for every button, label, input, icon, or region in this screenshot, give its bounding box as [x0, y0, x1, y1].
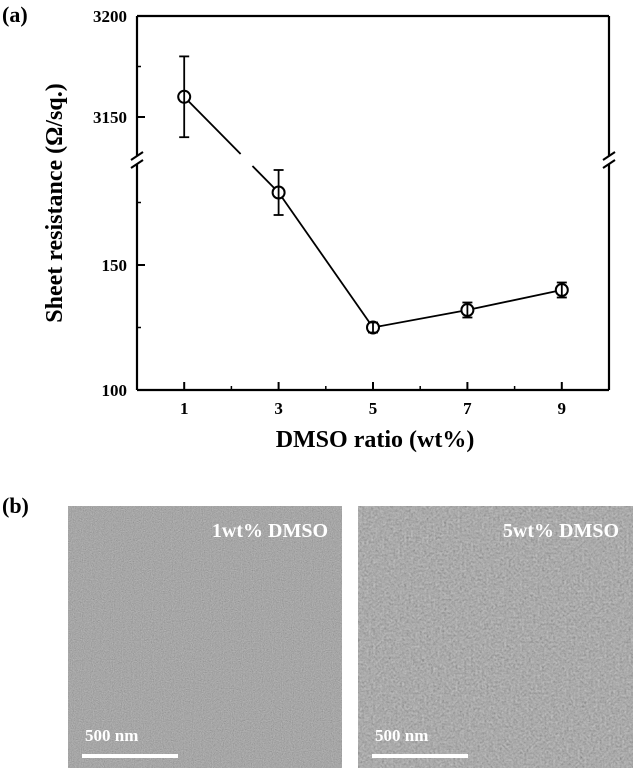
panel-a-label: (a) [2, 2, 28, 27]
data-point [271, 185, 286, 200]
y-tick-label: 150 [102, 256, 128, 275]
sem-label: 5wt% DMSO [502, 520, 619, 542]
axis-break-mark [130, 151, 144, 161]
axis-break-right [602, 151, 616, 169]
y-axis-label: Sheet resistance (Ω/sq.) [42, 83, 68, 322]
series-line-segment [187, 100, 242, 155]
data-point [460, 303, 475, 317]
axis-break-mark [602, 159, 616, 169]
scale-bar-label: 500 nm [375, 726, 429, 745]
series-line-segment [378, 310, 462, 328]
y-tick-label: 3200 [93, 7, 127, 26]
sheet-resistance-chart: 1 3 5 7 9 100 150 3150 3200 DMSO ratio (wt%) She… [42, 7, 616, 453]
x-tick-label: 7 [463, 399, 472, 418]
axis-break-mark [130, 159, 144, 169]
panel-b-label: (b) [2, 493, 29, 518]
axis-labels: DMSO ratio (wt%) Sheet resistance (Ω/sq.… [42, 83, 474, 453]
axis-break-left [130, 151, 144, 169]
x-tick-label: 9 [558, 399, 567, 418]
axes: 1 3 5 7 9 100 150 3150 3200 [93, 7, 616, 418]
x-axis-label: DMSO ratio (wt%) [276, 427, 475, 453]
sem-texture [358, 506, 633, 768]
sem-image-5wt: 5wt% DMSO 500 nm [358, 506, 633, 768]
sem-label: 1wt% DMSO [211, 520, 328, 542]
x-tick-label: 5 [369, 399, 378, 418]
data-point [554, 283, 569, 297]
series-line-segment [473, 290, 557, 310]
sem-image-1wt: 1wt% DMSO 500 nm [68, 506, 342, 768]
data-point [366, 320, 380, 335]
series-line-segment [281, 196, 371, 324]
scale-bar-label: 500 nm [85, 726, 139, 745]
sem-texture [68, 506, 342, 768]
series-line-segment [251, 165, 276, 189]
scale-bar [372, 754, 468, 758]
data-series [177, 55, 569, 335]
x-tick-label: 3 [274, 399, 283, 418]
scale-bar [82, 754, 178, 758]
y-tick-label: 100 [102, 381, 128, 400]
x-tick-label: 1 [180, 399, 189, 418]
data-point [177, 89, 192, 104]
y-tick-label: 3150 [93, 108, 127, 127]
axis-break-mark [602, 151, 616, 161]
